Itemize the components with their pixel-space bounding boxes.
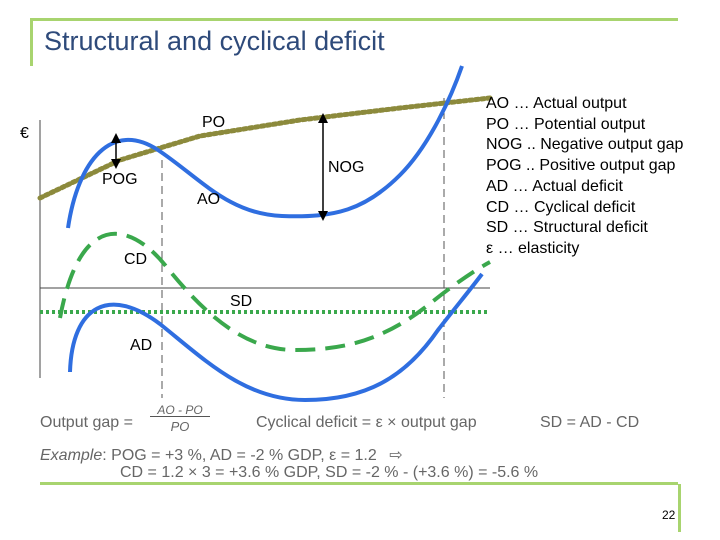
example-label: Example xyxy=(40,447,103,464)
frame-right-line xyxy=(678,484,681,532)
legend: AO … Actual output PO … Potential output… xyxy=(486,94,683,260)
legend-item-actual-output: AO … Actual output xyxy=(486,95,627,112)
cyclical-deficit-label: CD xyxy=(124,251,147,268)
negative-output-gap-label: NOG xyxy=(328,159,364,176)
legend-item-potential-output: PO … Potential output xyxy=(486,115,646,133)
output-gap-denominator: PO xyxy=(170,419,190,434)
example-line-2: CD = 1.2 × 3 = +3.6 % GDP, SD = -2 % - (… xyxy=(120,464,539,481)
legend-item-negative-output-gap: NOG .. Negative output gap xyxy=(486,136,684,154)
output-gap-formula-label: Output gap = xyxy=(40,414,133,431)
output-gap-fraction: AO - PO PO xyxy=(150,404,210,437)
currency-label: € xyxy=(20,125,29,142)
actual-deficit-label: AD xyxy=(130,337,152,354)
frame-left-line xyxy=(30,18,33,66)
potential-output-label: PO xyxy=(202,114,225,131)
slide-title: Structural and cyclical deficit xyxy=(44,26,385,56)
page-number: 22 xyxy=(662,508,676,522)
example-line-1: Example: POG = +3 %, AD = -2 % GDP, ε = … xyxy=(40,445,403,465)
potential-output-curve xyxy=(37,95,493,201)
cyclical-deficit-formula: Cyclical deficit = ε × output gap xyxy=(256,414,477,431)
legend-item-structural-deficit: SD … Structural deficit xyxy=(486,219,648,237)
frame-top-line xyxy=(30,18,678,21)
example-line-1-text: : POG = +3 %, AD = -2 % GDP, ε = 1.2 xyxy=(102,447,377,464)
cyclical-deficit-curve xyxy=(58,231,491,353)
structural-deficit-label: SD xyxy=(230,293,252,310)
legend-item-actual-deficit: AD … Actual deficit xyxy=(486,177,623,195)
legend-item-positive-output-gap: POG .. Positive output gap xyxy=(486,157,676,175)
actual-output-curve xyxy=(66,65,464,229)
actual-output-label: AO xyxy=(197,191,220,208)
arrow-right-icon: ⇨ xyxy=(389,447,403,464)
structural-deficit-formula: SD = AD - CD xyxy=(540,414,640,431)
legend-item-elasticity: ε … elasticity xyxy=(486,239,580,257)
actual-deficit-curve xyxy=(68,272,484,403)
positive-output-gap-label: POG xyxy=(102,171,138,188)
legend-item-cyclical-deficit: CD … Cyclical deficit xyxy=(486,198,636,216)
frame-bottom-line xyxy=(40,482,678,485)
output-gap-numerator: AO - PO xyxy=(150,404,210,417)
